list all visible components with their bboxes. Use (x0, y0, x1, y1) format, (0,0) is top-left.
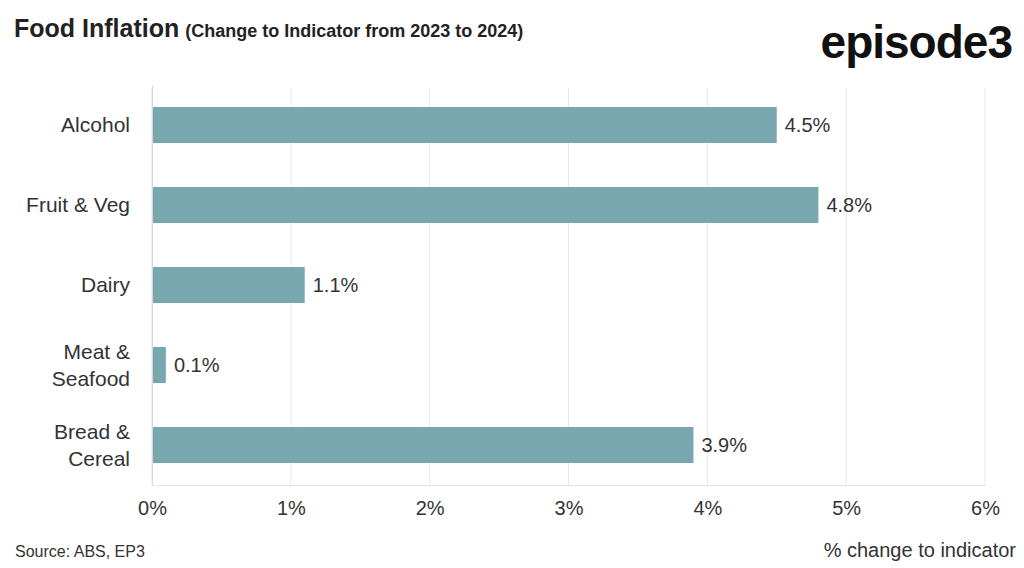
x-tick: 0% (138, 485, 167, 519)
bar (152, 427, 693, 463)
y-axis: Alcohol Fruit & Veg Dairy Meat &Seafood Brea… (26, 86, 152, 486)
x-tick-label: 3% (555, 497, 584, 519)
y-tick: Dairy (81, 273, 152, 296)
x-tick-label: 2% (416, 497, 445, 519)
y-tick: Alcohol (61, 113, 152, 136)
title: Food Inflation (14, 14, 179, 42)
data-label: 3.9% (701, 434, 747, 456)
x-axis-title: % change to indicator (824, 539, 1017, 561)
grid-line (707, 88, 708, 485)
y-tick-label: Bread &Cereal (54, 420, 130, 470)
data-label: 1.1% (313, 274, 359, 296)
data-label: 4.8% (826, 194, 872, 216)
brand: episode3 (821, 16, 1012, 68)
y-tick-label: Meat &Seafood (52, 340, 130, 390)
grid (152, 88, 985, 485)
chart: Food Inflation (Change to Indicator from … (0, 0, 1024, 568)
x-axis-line (153, 485, 986, 486)
x-tick: 6% (971, 485, 1000, 519)
y-tick-label: Dairy (81, 273, 131, 296)
data-labels: 4.5% 4.8% 1.1% 0.1% 3.9% (174, 114, 872, 456)
subtitle: (Change to Indicator from 2023 to 2024) (185, 21, 523, 41)
y-tick: Meat &Seafood (52, 340, 152, 390)
grid-line (568, 88, 569, 485)
x-tick: 3% (555, 485, 584, 519)
grid-line (985, 88, 986, 485)
y-tick: Bread &Cereal (54, 420, 152, 470)
x-tick: 1% (277, 485, 306, 519)
y-tick-label: Alcohol (61, 113, 130, 136)
x-tick-label: 6% (971, 497, 1000, 519)
bar (152, 107, 777, 143)
y-tick: Fruit & Veg (26, 193, 152, 216)
bar (152, 187, 818, 223)
bar (152, 347, 166, 383)
data-label: 0.1% (174, 354, 220, 376)
x-tick: 5% (832, 485, 861, 519)
x-tick-label: 1% (277, 497, 306, 519)
grid-line (846, 88, 847, 485)
x-tick: 2% (416, 485, 445, 519)
y-axis-line (152, 86, 153, 486)
y-tick-label: Fruit & Veg (26, 193, 130, 216)
data-label: 4.5% (785, 114, 831, 136)
bars (152, 107, 818, 463)
x-tick-label: 5% (832, 497, 861, 519)
bar (152, 267, 305, 303)
x-tick-label: 4% (693, 497, 722, 519)
source: Source: ABS, EP3 (15, 543, 145, 560)
x-tick-label: 0% (138, 497, 167, 519)
grid-line (429, 88, 430, 485)
x-axis: 0% 1% 2% 3% 4% 5% 6% (138, 485, 1000, 519)
x-tick: 4% (693, 485, 722, 519)
